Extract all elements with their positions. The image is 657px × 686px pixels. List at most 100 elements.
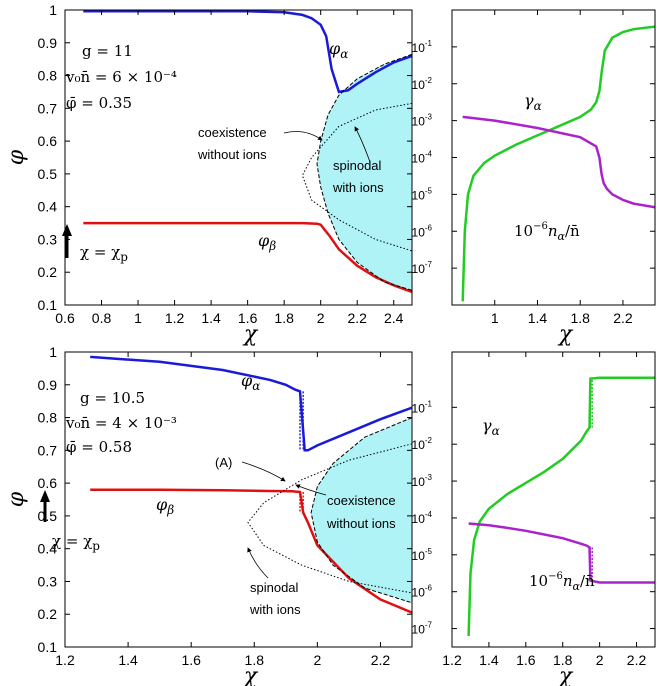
series-line-0 — [467, 376, 655, 636]
coexistence-region-fill — [317, 54, 412, 291]
y-tick-label: 0.4 — [38, 541, 58, 557]
series-line-1 — [468, 522, 655, 584]
annotation-A: (A) — [215, 455, 232, 470]
y-tick-label: 0.1 — [38, 297, 58, 313]
arrow-A — [241, 461, 286, 482]
param-v0n-top: v₀n̄ = 6 × 10⁻⁴ — [65, 68, 177, 86]
y-tick-label: 0.9 — [38, 377, 58, 393]
chi-p-arrowhead-top — [62, 224, 72, 236]
param-phibar-bottom: φ̄ = 0.58 — [66, 438, 132, 456]
bottom-left-panel: 1.2 1.4 1.6 1.8 2 2.2 0.1 0.2 0.3 0.4 0.5 0.6 0.7 0.8… — [4, 344, 413, 686]
x-axis-label: χ — [557, 664, 574, 686]
x-tick-label: 1.4 — [479, 652, 499, 668]
label-n-alpha-bottom: 10−6nα/n̄ — [529, 571, 595, 593]
x-tick-label: 2 — [317, 310, 325, 326]
series-line-0 — [461, 25, 655, 302]
x-tick-label: 1.6 — [181, 652, 201, 668]
series-line-1 — [462, 115, 655, 209]
y-tick-label: 10-2 — [412, 436, 433, 452]
x-tick-label: 1.4 — [528, 310, 548, 326]
x-tick-label: 1.8 — [553, 652, 573, 668]
label-phi-alpha-top: φα — [329, 39, 348, 61]
annotation-with-ions-top: with ions — [332, 180, 384, 195]
x-tick-label: 1.2 — [442, 652, 462, 668]
arrow-spinodal-bottom — [247, 547, 269, 579]
y-tick-label: 10-3 — [412, 473, 433, 489]
label-chi-p-top: χ = χp — [80, 243, 128, 264]
y-tick-label: 0.2 — [38, 606, 58, 622]
y-tick-label: 0.5 — [38, 508, 58, 524]
y-tick-label: 0.2 — [38, 264, 58, 280]
x-tick-label: 2 — [313, 652, 321, 668]
annotation-without-ions-bottom: without ions — [326, 516, 396, 531]
series-dashed-2 — [316, 53, 412, 291]
label-gamma-alpha-bottom: γα — [482, 416, 500, 438]
coexistence-region-fill — [311, 417, 412, 603]
series-dotted-3 — [247, 443, 412, 594]
annotation-without-ions-top: without ions — [197, 147, 267, 162]
arrow-spinodal-top — [354, 126, 371, 163]
param-v0n-bottom: v₀n̄ = 4 × 10⁻³ — [65, 414, 177, 432]
y-axis-label: φ — [4, 149, 29, 165]
x-tick-label: 1.8 — [570, 310, 590, 326]
x-tick-label: 1.4 — [201, 310, 221, 326]
y-tick-label: 1 — [49, 2, 57, 18]
x-tick-label: 1.8 — [245, 652, 265, 668]
series-line-1 — [83, 221, 412, 294]
plot-frame — [64, 351, 413, 648]
y-tick-label: 0.7 — [38, 100, 58, 116]
y-tick-label: 1 — [49, 344, 57, 360]
annotation-coexistence-top: coexistence — [198, 125, 267, 140]
param-g-top: g = 11 — [82, 42, 133, 60]
y-tick-label: 10-5 — [412, 547, 433, 563]
y-tick-label: 10-1 — [412, 399, 433, 415]
y-tick-label: 10-2 — [412, 76, 433, 92]
y-tick-label: 0.3 — [38, 231, 58, 247]
label-n-alpha-top: 10−6nα/n̄ — [514, 221, 580, 243]
y-tick-label: 10-7 — [412, 621, 433, 637]
annotation-with-ions-bottom: with ions — [249, 602, 301, 617]
x-axis-label: χ — [242, 664, 259, 686]
x-tick-label: 0.6 — [55, 310, 75, 326]
y-tick-label: 0.3 — [38, 573, 58, 589]
x-tick-label: 1.8 — [274, 310, 294, 326]
param-g-bottom: g = 10.5 — [80, 389, 145, 407]
y-tick-label: 0.8 — [38, 410, 58, 426]
y-tick-label: 10-6 — [412, 584, 433, 600]
plot-frame — [451, 9, 656, 306]
x-axis-label: χ — [557, 322, 574, 347]
y-tick-label: 10-6 — [412, 223, 433, 239]
y-tick-label: 0.5 — [38, 166, 58, 182]
top-left-panel: 0.6 0.8 1 1.2 1.4 1.6 1.8 2 2.2 2.4 0.1 0.2 0.3 0.4 0.… — [4, 2, 413, 347]
y-tick-label: 0.6 — [38, 475, 58, 491]
y-tick-label: 0.7 — [38, 442, 58, 458]
series-dashed-2 — [310, 417, 412, 604]
y-tick-label: 10-4 — [412, 150, 433, 166]
x-tick-label: 2.2 — [613, 310, 633, 326]
x-axis-label: χ — [242, 322, 259, 347]
label-phi-beta-bottom: φβ — [156, 495, 174, 517]
y-tick-label: 10-1 — [412, 39, 433, 55]
label-gamma-alpha-top: γα — [524, 91, 542, 113]
param-phibar-top: φ̄ = 0.35 — [66, 94, 132, 112]
x-tick-label: 0.8 — [92, 310, 112, 326]
y-tick-label: 0.4 — [38, 199, 58, 215]
label-phi-beta-top: φβ — [258, 231, 276, 253]
annotation-spinodal-top: spinodal — [333, 158, 382, 173]
y-tick-label: 0.8 — [38, 68, 58, 84]
series-dotted-3 — [301, 102, 412, 252]
series-line-1 — [90, 488, 412, 614]
bottom-right-panel: 1.2 1.4 1.6 1.8 2 2.2 10-7 10-6 10-5 10-4 10-3 10-2… — [412, 351, 656, 686]
y-tick-label: 10-5 — [412, 186, 433, 202]
label-chi-p-bottom: χ = χp — [52, 532, 100, 553]
plot-frame — [64, 9, 413, 306]
y-tick-label: 0.6 — [38, 133, 58, 149]
annotation-coexistence-bottom: coexistence — [327, 493, 396, 508]
chi-p-arrowhead-bottom — [40, 490, 50, 502]
y-tick-label: 10-3 — [412, 113, 433, 129]
x-tick-label: 2.4 — [384, 310, 404, 326]
y-tick-label: 10-4 — [412, 510, 433, 526]
series-line-0 — [83, 10, 412, 94]
x-tick-label: 1.6 — [238, 310, 258, 326]
